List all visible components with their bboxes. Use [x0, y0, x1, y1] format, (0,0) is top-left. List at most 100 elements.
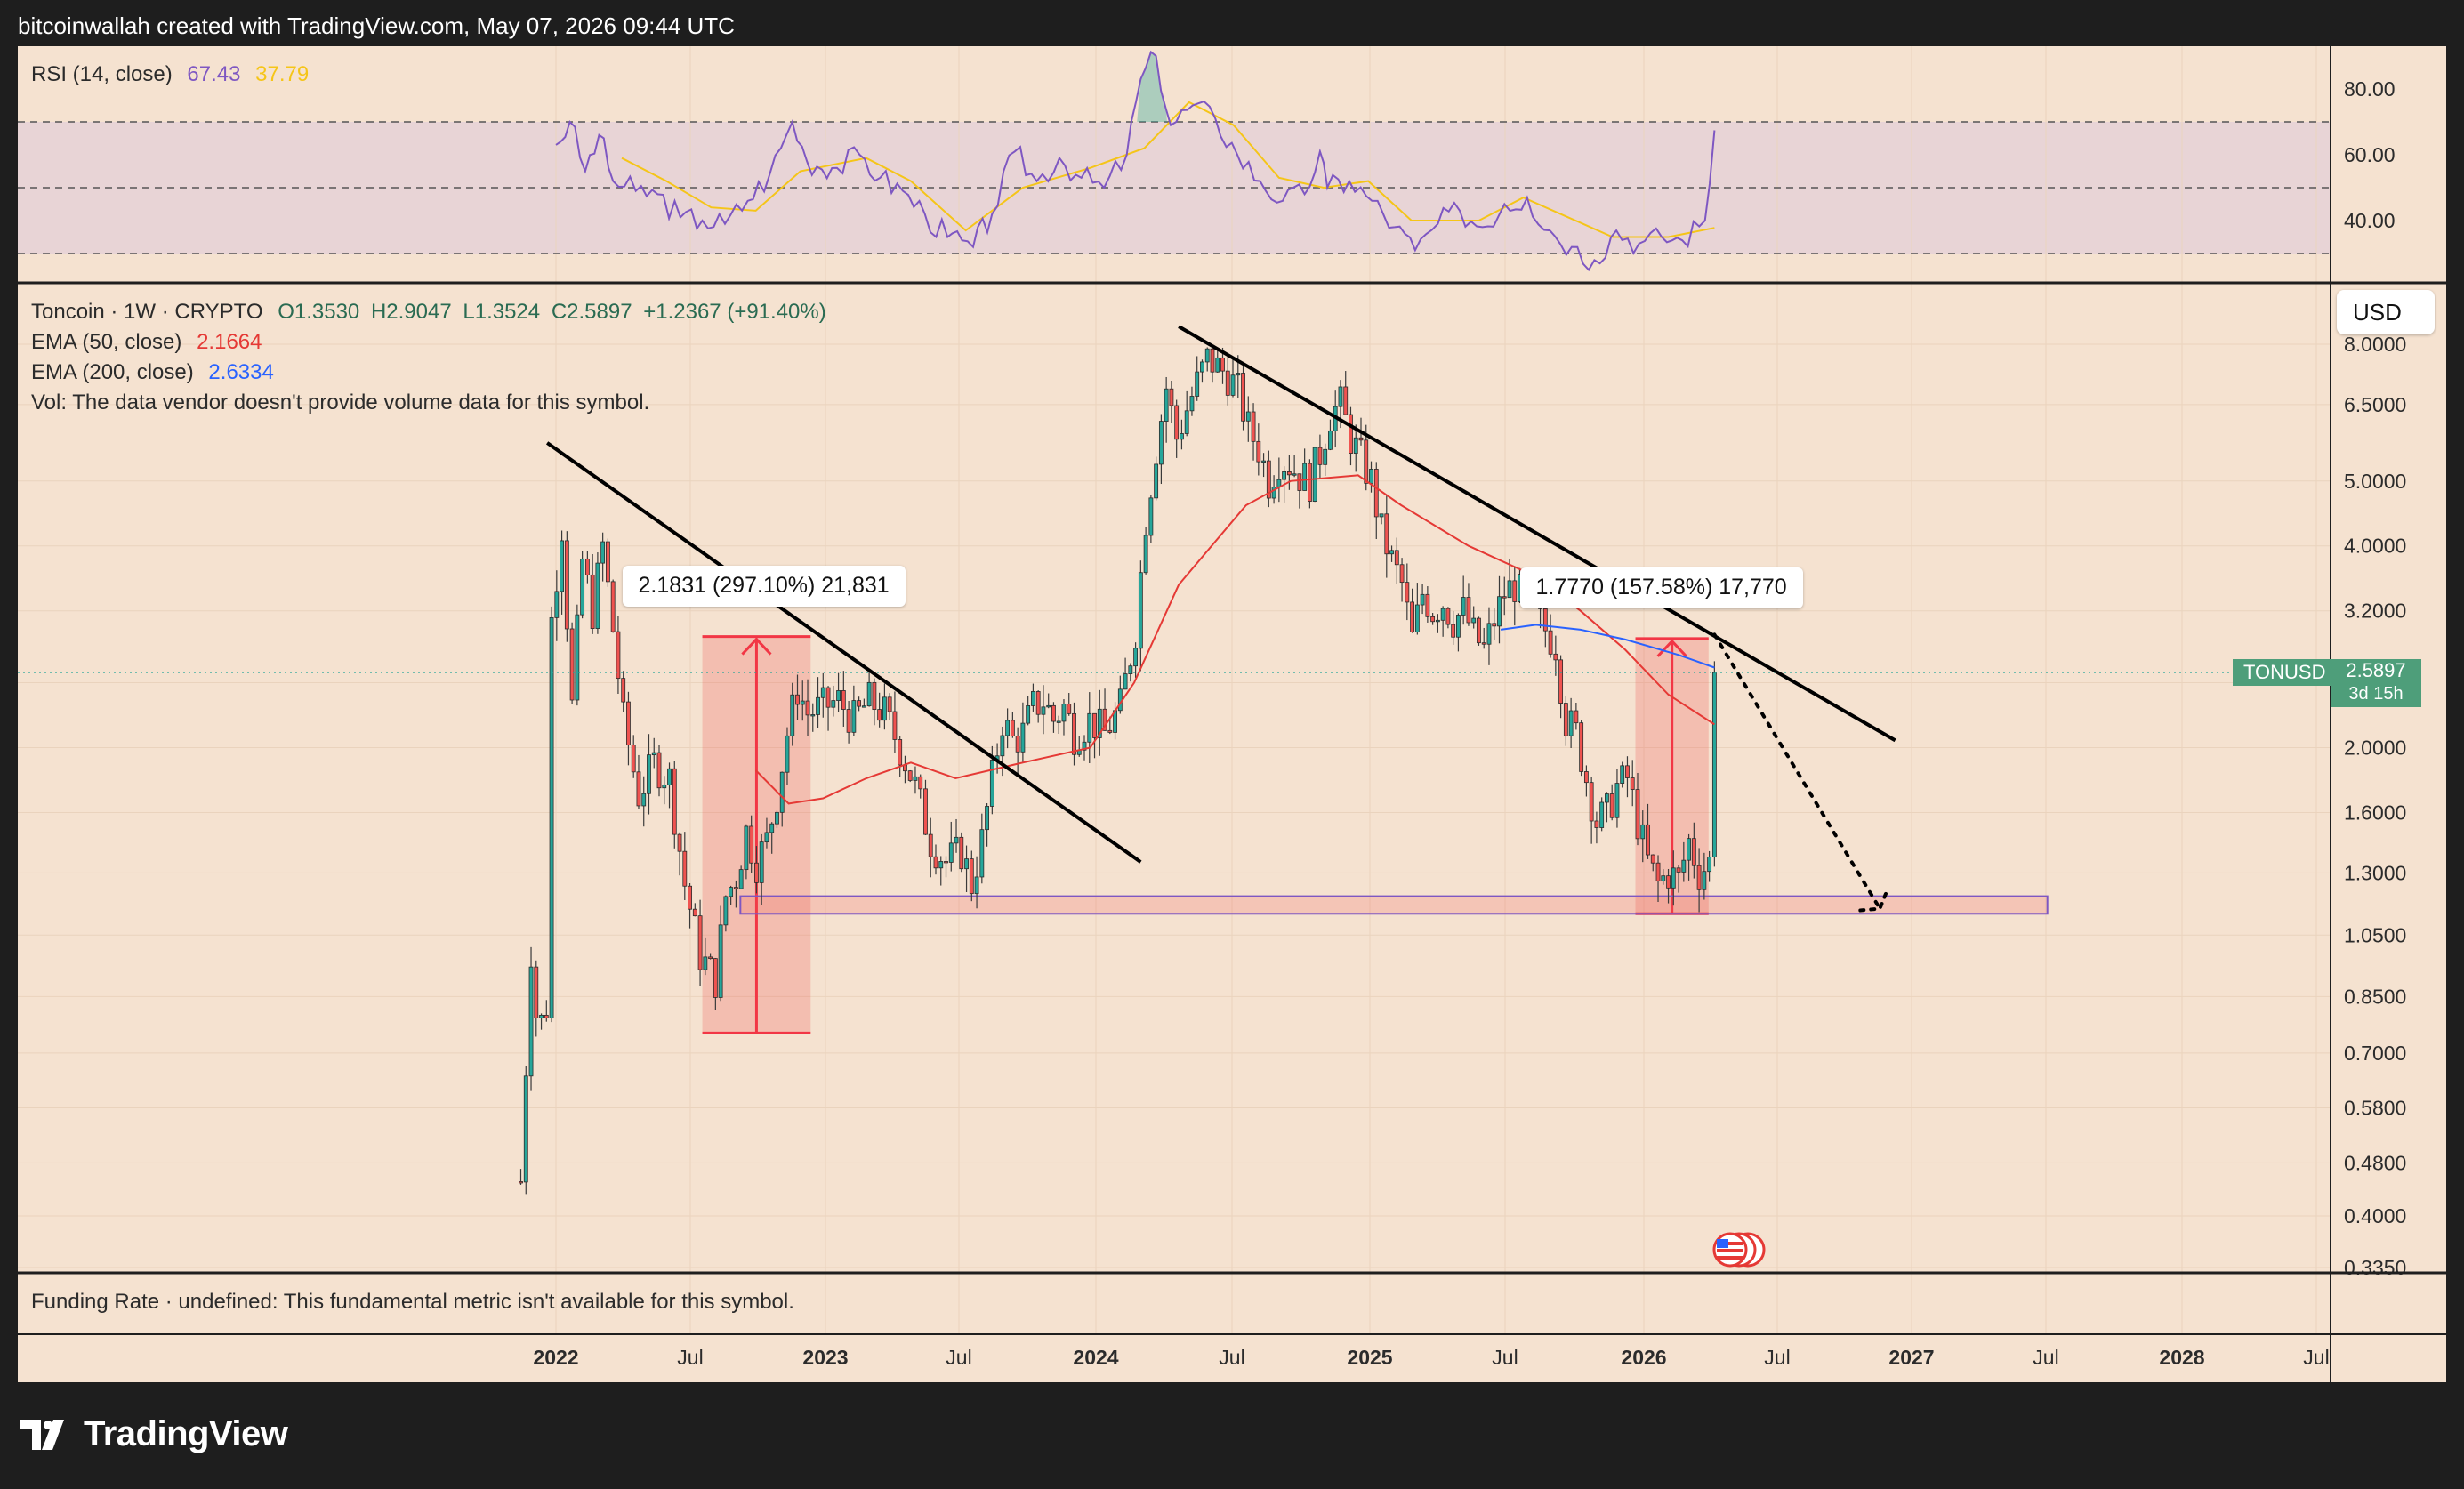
time-axis-label-0: 2022 — [533, 1346, 578, 1369]
bar-countdown: 3d 15h — [2348, 683, 2404, 704]
candle-body-128 — [1174, 405, 1180, 440]
candle-body-186 — [1471, 617, 1477, 624]
candle-body-138 — [1225, 370, 1230, 396]
candle-body-79 — [923, 788, 928, 835]
candle-body-39 — [718, 924, 723, 998]
us-flag-icon[interactable] — [1712, 1232, 1766, 1268]
brand-logo[interactable]: TradingView — [20, 1414, 288, 1454]
candle-body-118 — [1123, 673, 1128, 690]
candle-body-230 — [1696, 865, 1702, 890]
candle-body-157 — [1323, 448, 1328, 465]
trendline-1 — [545, 441, 1142, 864]
ohlc-change: +1.2367 (+91.40%) — [643, 300, 826, 324]
candle-body-97 — [1015, 736, 1020, 753]
support-zone-rect — [739, 895, 2049, 915]
volume-note: Vol: The data vendor doesn't provide vol… — [31, 390, 650, 415]
candle-body-112 — [1092, 712, 1097, 738]
symbol-line: Toncoin · 1W · CRYPTO — [31, 300, 263, 324]
candle-body-47 — [759, 841, 764, 883]
price-axis-label-8: 1.3000 — [2344, 861, 2406, 884]
candle-body-211 — [1599, 801, 1605, 828]
candle-body-25 — [647, 754, 651, 794]
price-axis-label-14: 0.4000 — [2344, 1204, 2406, 1227]
candle-body-177 — [1425, 593, 1430, 617]
candle-body-87 — [964, 858, 969, 870]
projection-line — [1712, 632, 1882, 911]
candle-body-158 — [1328, 430, 1333, 450]
candle-body-173 — [1405, 582, 1410, 603]
candle-body-53 — [790, 694, 795, 736]
currency-button[interactable]: USD — [2337, 290, 2435, 334]
candle-body-100 — [1031, 691, 1035, 706]
last-price: 2.5897 — [2346, 658, 2406, 681]
candle-body-132 — [1195, 371, 1200, 397]
candle-body-180 — [1440, 608, 1445, 621]
candle-body-102 — [1041, 706, 1046, 715]
candle-body-26 — [651, 752, 656, 756]
ema200-legend[interactable]: EMA (200, close) 2.6334 — [31, 360, 283, 385]
candle-body-225 — [1671, 867, 1676, 889]
candle-body-78 — [918, 776, 923, 790]
candle-body-30 — [672, 768, 677, 835]
tradingview-logo-icon — [20, 1419, 64, 1450]
price-axis-label-11: 0.7000 — [2344, 1042, 2406, 1065]
candle-body-175 — [1414, 604, 1420, 632]
trendline-2 — [1178, 325, 1896, 743]
candle-body-151 — [1292, 473, 1297, 476]
candle-body-71 — [882, 696, 887, 721]
candle-body-46 — [754, 862, 759, 883]
candle-body-90 — [979, 829, 985, 878]
candle-body-2 — [528, 966, 534, 1077]
candle-body-4 — [539, 1014, 544, 1018]
candle-body-126 — [1164, 388, 1169, 422]
symbol-legend[interactable]: Toncoin · 1W · CRYPTO O1.3530 H2.9047 L1… — [31, 300, 835, 325]
candle-body-127 — [1169, 388, 1174, 406]
candle-body-35 — [697, 915, 703, 970]
candle-body-214 — [1614, 783, 1620, 818]
candles — [18, 347, 2331, 1195]
candle-body-67 — [861, 705, 866, 708]
candle-body-88 — [969, 858, 974, 895]
price-axis-label-12: 0.5800 — [2344, 1096, 2406, 1119]
measure-label-2[interactable]: 1.7770 (157.58%) 17,770 — [1519, 567, 1803, 608]
candle-body-181 — [1445, 608, 1451, 625]
ema50-label: EMA (50, close) — [31, 330, 182, 354]
rsi-overbought-fill — [1137, 52, 1167, 122]
ticker-tag: TONUSD — [2233, 658, 2337, 686]
candle-body-120 — [1133, 648, 1139, 667]
rsi-axis-label-0: 80.00 — [2344, 77, 2396, 101]
candle-body-61 — [831, 700, 836, 708]
candle-body-218 — [1635, 789, 1640, 840]
candle-body-27 — [656, 752, 662, 789]
candle-body-142 — [1245, 411, 1251, 422]
candle-body-65 — [851, 700, 857, 733]
candle-body-68 — [866, 681, 872, 707]
candle-body-139 — [1230, 374, 1236, 396]
candle-body-131 — [1189, 396, 1195, 412]
candle-body-105 — [1056, 720, 1061, 723]
candle-body-54 — [795, 694, 800, 705]
candle-body-10 — [569, 628, 575, 701]
candle-body-42 — [733, 887, 738, 889]
measure-label-1[interactable]: 2.1831 (297.10%) 21,831 — [622, 565, 906, 607]
price-axis-label-2: 5.0000 — [2344, 470, 2406, 493]
candle-body-51 — [779, 771, 785, 813]
candle-body-210 — [1594, 820, 1599, 828]
support-zone — [739, 895, 2049, 915]
candle-body-50 — [775, 811, 779, 825]
rsi-line — [555, 50, 1716, 272]
candle-body-224 — [1666, 875, 1671, 889]
candle-body-33 — [688, 885, 692, 910]
candle-body-91 — [985, 806, 990, 831]
candle-body-111 — [1087, 712, 1092, 743]
candle-body-59 — [820, 687, 825, 698]
time-axis-label-12: 2028 — [2159, 1346, 2204, 1369]
rsi-legend[interactable]: RSI (14, close) 67.43 37.79 — [31, 62, 318, 87]
price-axis-label-4: 3.2000 — [2344, 600, 2406, 623]
time-axis-label-2: 2023 — [802, 1346, 848, 1369]
ema50-legend[interactable]: EMA (50, close) 2.1664 — [31, 330, 270, 355]
candle-body-123 — [1148, 497, 1154, 536]
price-axis-label-13: 0.4800 — [2344, 1151, 2406, 1174]
candle-body-189 — [1486, 623, 1492, 645]
